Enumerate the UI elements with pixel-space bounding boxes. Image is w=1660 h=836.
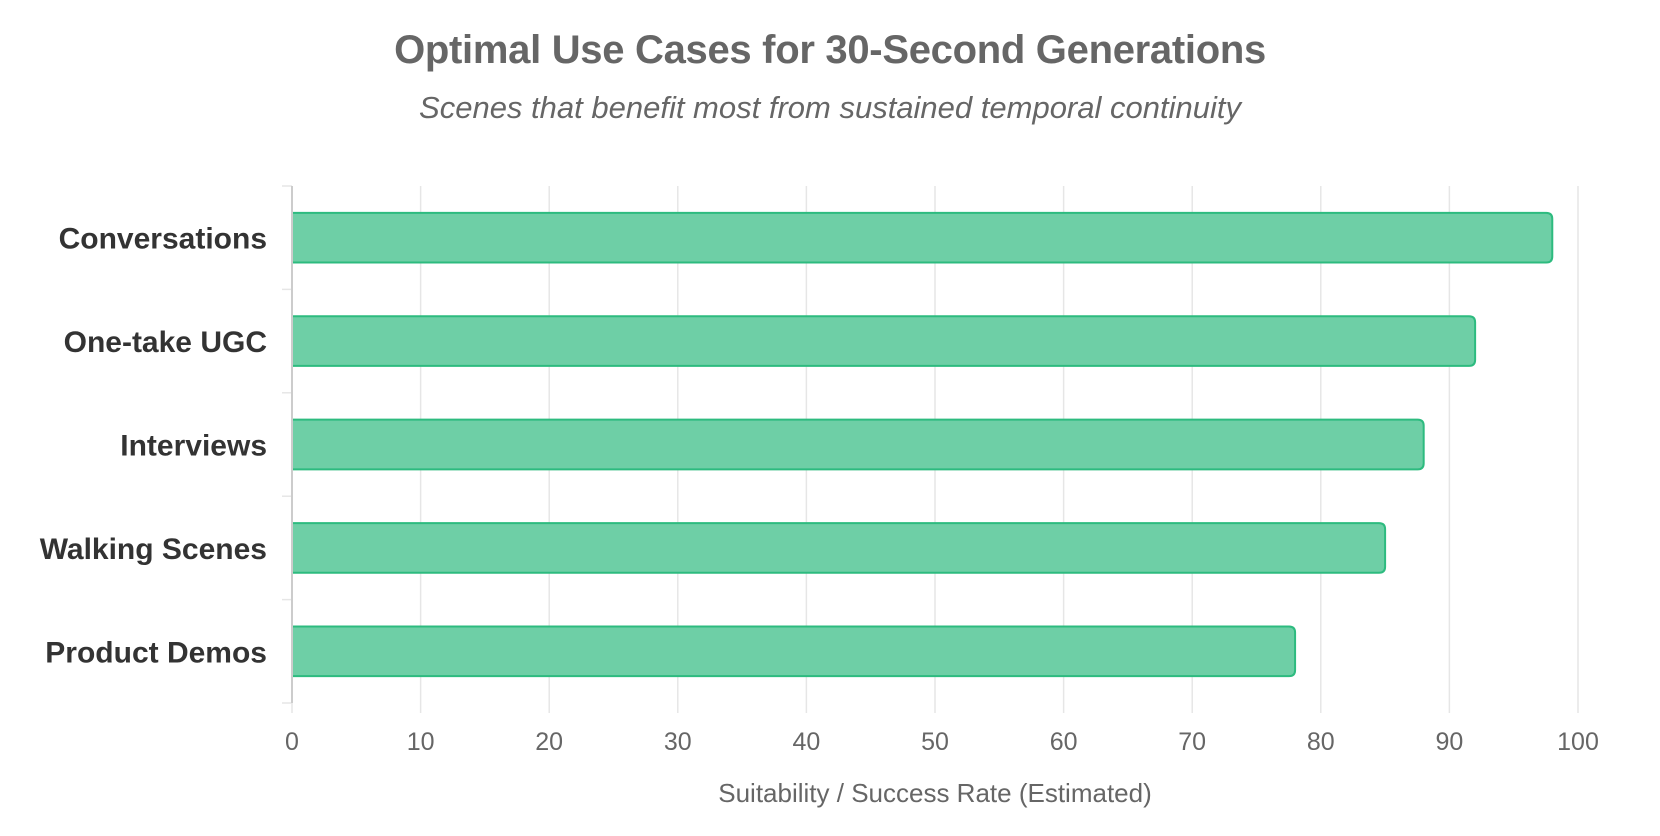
x-tick-label: 90 (1435, 728, 1463, 756)
x-tick-label: 0 (285, 728, 299, 756)
chart-title: Optimal Use Cases for 30-Second Generati… (394, 28, 1266, 72)
x-tick-label: 70 (1178, 728, 1206, 756)
bars (291, 211, 1554, 678)
x-tick-label: 10 (407, 728, 435, 756)
x-tick-label: 20 (535, 728, 563, 756)
x-tick-label: 40 (792, 728, 820, 756)
x-tick-label: 50 (921, 728, 949, 756)
x-tick-label: 60 (1050, 728, 1078, 756)
chart-subtitle: Scenes that benefit most from sustained … (419, 90, 1241, 125)
x-tick-label: 30 (664, 728, 692, 756)
bar-conversations (291, 211, 1554, 264)
x-tick-label: 100 (1557, 728, 1599, 756)
x-axis-title: Suitability / Success Rate (Estimated) (718, 778, 1152, 808)
category-label: Conversations (59, 223, 267, 256)
bar-product-demos (291, 625, 1297, 678)
category-label: Product Demos (45, 636, 267, 669)
category-label: Walking Scenes (40, 533, 267, 566)
bar-one-take-ugc (291, 315, 1477, 367)
category-label: Interviews (120, 430, 267, 463)
x-tick-label: 80 (1307, 728, 1335, 756)
bar-interviews (291, 418, 1425, 471)
x-tick-labels: 0 10 20 30 40 50 60 70 80 90 100 (285, 728, 1599, 756)
category-labels: Conversations One-take UGC Interviews Walki… (40, 223, 267, 670)
category-label: One-take UGC (64, 326, 267, 359)
bar-walking-scenes (291, 522, 1387, 574)
